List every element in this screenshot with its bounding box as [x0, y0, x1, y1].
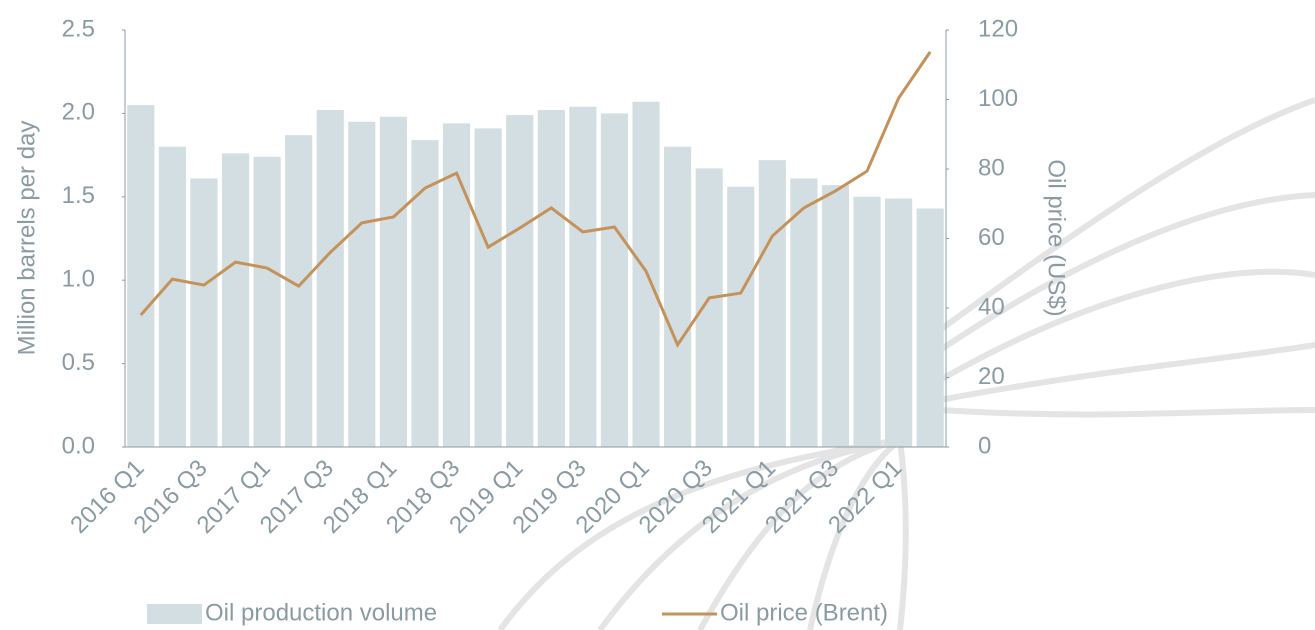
y-tick-label: 1.5 — [62, 182, 95, 209]
bar — [600, 113, 629, 448]
bar — [885, 198, 913, 447]
bar — [537, 110, 565, 448]
bar — [253, 156, 281, 447]
y-tick-label: 1.0 — [62, 266, 95, 293]
bar — [285, 135, 313, 448]
y-tick-label: 2.0 — [62, 99, 95, 126]
y2-tick-label: 0 — [978, 432, 991, 459]
y2-tick-label: 100 — [978, 85, 1018, 112]
bar — [506, 115, 534, 448]
bar — [221, 153, 250, 447]
bar — [127, 105, 155, 447]
bar — [158, 146, 186, 447]
y2-tick-label: 40 — [978, 293, 1005, 320]
y2-tick-label: 20 — [978, 363, 1005, 390]
y-tick-label: 2.5 — [62, 15, 95, 42]
y2-tick-label: 80 — [978, 154, 1005, 181]
line — [139, 51, 932, 348]
bar — [727, 186, 755, 448]
y-tick-label: 0.5 — [62, 349, 95, 376]
bar — [758, 160, 786, 447]
y2-axis-label: Oil price (US$) — [1043, 159, 1070, 316]
bar — [379, 116, 407, 448]
bar — [790, 178, 818, 447]
bar — [411, 140, 439, 447]
bar — [821, 185, 850, 447]
legend-label: Oil price (Brent) — [720, 599, 888, 626]
bar — [695, 168, 723, 447]
bar — [474, 128, 502, 448]
y-axis-label: Million barrels per day — [13, 121, 40, 356]
background-arcs — [497, 97, 1315, 630]
legend-swatch — [147, 604, 202, 624]
bar — [853, 196, 881, 447]
bar — [569, 106, 597, 447]
y2-tick-label: 120 — [978, 15, 1018, 42]
bar — [316, 110, 344, 448]
bar — [190, 178, 218, 447]
bar — [664, 146, 692, 447]
bar — [916, 208, 944, 447]
y-tick-label: 0.0 — [62, 432, 95, 459]
bar — [348, 121, 376, 448]
y2-tick-label: 60 — [978, 224, 1005, 251]
legend-label: Oil production volume — [205, 599, 437, 626]
